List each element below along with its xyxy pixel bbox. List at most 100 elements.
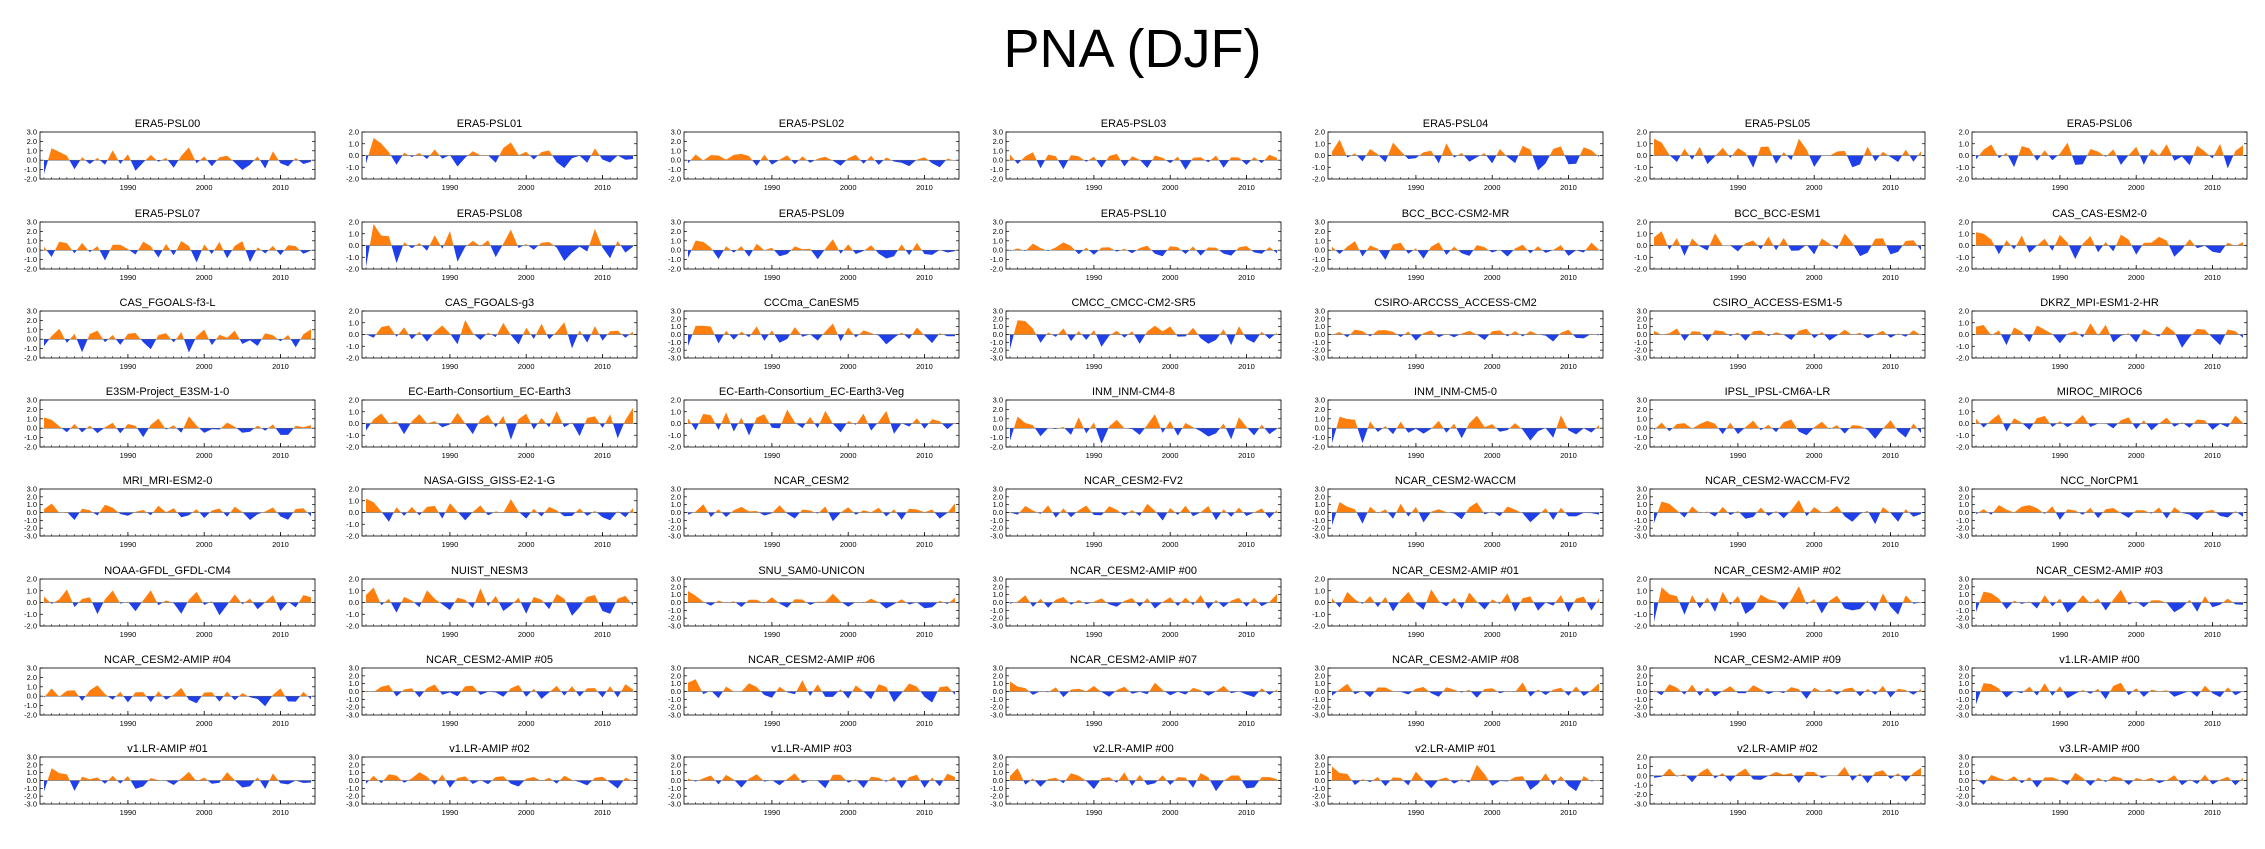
negative-area [883,780,889,782]
positive-area [153,505,178,513]
panel-title: v1.LR-AMIP #01 [127,743,208,755]
x-tick-label: 2010 [272,183,289,192]
positive-area [1466,502,1484,513]
negative-area [1036,160,1045,169]
positive-area [1654,231,1668,246]
negative-area [1175,512,1180,515]
y-tick-label: 2.0 [1959,128,1969,137]
positive-area [2040,150,2049,156]
negative-area [2062,423,2073,428]
panel-title: v2.LR-AMIP #02 [1737,743,1818,755]
positive-area [481,240,491,246]
y-tick-label: -2.0 [1956,614,1969,623]
negative-area [786,512,800,519]
x-tick-label: 2000 [196,451,213,460]
positive-area [1332,766,1352,781]
y-tick-label: -2.0 [1634,790,1647,799]
positive-area [1664,684,1682,692]
x-tick-label: 2010 [1238,273,1255,282]
y-tick-label: 2.0 [27,316,37,325]
positive-area [375,325,395,335]
x-tick-label: 2000 [518,451,535,460]
positive-area [2116,234,2132,246]
y-tick-label: -3.0 [668,800,681,809]
positive-area [1076,331,1082,335]
negative-area [92,602,104,615]
negative-area [1853,245,1872,257]
negative-area [2088,423,2099,427]
y-tick-label: 0.0 [27,335,37,344]
negative-area [239,339,262,346]
positive-area [1743,240,1758,246]
positive-area [723,246,731,251]
y-tick-label: -1.0 [1634,695,1647,704]
negative-area [688,334,693,346]
negative-area [2209,155,2214,159]
negative-area [1886,245,1903,255]
positive-area [1332,246,1336,251]
x-tick-label: 2010 [1882,362,1899,371]
negative-area [1849,775,1858,781]
y-tick-label: 0.0 [1637,598,1647,607]
negative-area [439,602,455,610]
y-tick-label: 1.0 [671,768,681,777]
x-tick-label: 2010 [1882,808,1899,817]
negative-area [1014,160,1022,164]
x-tick-label: 2000 [518,719,535,728]
negative-area [2127,602,2134,605]
y-tick-label: 0.0 [1637,508,1647,517]
x-tick-label: 1990 [120,719,137,728]
negative-area [567,334,578,349]
y-tick-label: -2.0 [668,614,681,623]
y-tick-label: 0.0 [1315,151,1325,160]
x-tick-label: 1990 [1086,808,1103,817]
positive-area [1046,777,1060,781]
positive-area [1697,768,1714,776]
negative-area [607,780,624,789]
positive-area [1883,420,1896,429]
figure-title: PNA (DJF) [1003,19,1262,79]
positive-area [1060,508,1067,513]
negative-area [414,691,425,698]
negative-area [1542,250,1553,253]
x-tick-label: 2000 [1806,362,1823,371]
positive-area [1167,508,1176,513]
panel-title: v2.LR-AMIP #01 [1415,743,1496,755]
x-tick-label: 1990 [120,183,137,192]
x-tick-label: 2000 [196,540,213,549]
negative-area [1545,428,1557,438]
negative-area [1497,691,1506,694]
negative-area [129,250,139,255]
y-tick-label: -2.0 [990,524,1003,533]
negative-area [2139,155,2149,165]
positive-area [366,498,382,513]
positive-area [1136,245,1152,251]
panel-title: CMCC_CMCC-CM2-SR5 [1071,297,1196,309]
y-tick-label: -1.0 [24,610,37,619]
positive-area [475,588,487,603]
positive-area [269,773,279,781]
positive-area [2040,595,2050,603]
y-tick-label: -1.0 [346,163,359,172]
negative-area [195,160,200,164]
negative-area [1654,428,1656,430]
negative-area [2171,155,2194,166]
negative-area [1654,512,1658,524]
negative-area [1505,334,1511,337]
positive-area [293,157,299,161]
x-tick-label: 1990 [764,273,781,282]
negative-area [2026,245,2037,253]
x-tick-label: 2010 [594,362,611,371]
x-tick-label: 2010 [594,719,611,728]
negative-area [2022,423,2034,430]
panel-title: NCAR_CESM2-AMIP #06 [748,654,875,666]
positive-area [176,332,184,340]
positive-area [1265,247,1274,251]
negative-area [553,245,590,261]
negative-area [2072,155,2088,165]
negative-area [1332,691,1338,696]
positive-area [531,688,536,692]
